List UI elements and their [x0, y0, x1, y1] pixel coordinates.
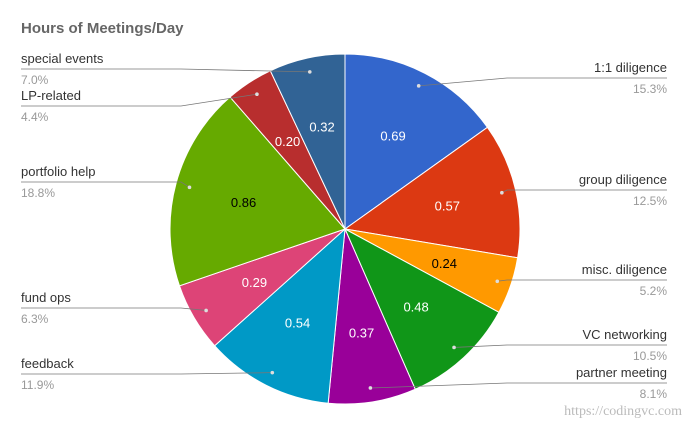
slice-value-label: 0.37	[349, 326, 374, 341]
slice-value-label: 0.24	[432, 256, 457, 271]
leader-dot-vc-networking	[452, 345, 456, 350]
leader-dot-1-1-diligence	[416, 84, 421, 88]
pie-slice-portfolio-help	[169, 96, 346, 287]
leader-dot-portfolio-help	[187, 185, 192, 190]
leader-line-lp-related	[21, 93, 258, 107]
leader-line-special-events	[21, 68, 310, 73]
legend-label-lp-related: LP-related	[21, 88, 81, 103]
leader-line-group-diligence	[501, 189, 667, 194]
legend-label-group-diligence: group diligence	[579, 172, 667, 187]
legend-percent-fund-ops: 6.3%	[21, 312, 49, 326]
leader-dot-lp-related	[255, 92, 259, 97]
slice-value-label: 0.20	[275, 134, 300, 149]
pie-slice-group-diligence	[343, 126, 521, 259]
legend-percent-misc-diligence: 5.2%	[640, 284, 668, 298]
leader-line-1-1-diligence	[418, 77, 667, 87]
legend-label-portfolio-help: portfolio help	[21, 164, 95, 179]
leader-line-misc-diligence	[497, 279, 667, 282]
slice-value-label: 0.57	[435, 198, 460, 213]
chart-title: Hours of Meetings/Day	[21, 20, 184, 37]
leader-dot-fund-ops	[204, 308, 208, 313]
leader-dot-special-events	[307, 70, 312, 74]
pie-slice-feedback	[213, 227, 346, 404]
slice-value-label: 0.69	[380, 129, 405, 144]
legend-percent-partner-meeting: 8.1%	[640, 387, 668, 401]
legend-percent-group-diligence: 12.5%	[633, 194, 667, 208]
legend-label-misc-diligence: misc. diligence	[582, 262, 667, 277]
leader-line-vc-networking	[454, 344, 667, 348]
watermark: https://codingvc.com	[564, 404, 682, 419]
legend-label-vc-networking: VC networking	[582, 327, 667, 342]
slice-value-label: 0.32	[309, 120, 334, 135]
slice-value-label: 0.29	[242, 275, 267, 290]
pie-slice-vc-networking	[343, 227, 500, 390]
leader-dot-partner-meeting	[368, 386, 373, 390]
legend-label-partner-meeting: partner meeting	[576, 365, 667, 380]
legend-percent-vc-networking: 10.5%	[633, 349, 667, 363]
leader-dot-feedback	[270, 370, 275, 375]
legend-label-special-events: special events	[21, 51, 104, 66]
legend-percent-portfolio-help: 18.8%	[21, 186, 55, 200]
slice-value-label: 0.48	[403, 299, 428, 314]
legend-label-fund-ops: fund ops	[21, 290, 71, 305]
legend-percent-1-1-diligence: 15.3%	[633, 82, 667, 96]
legend-percent-feedback: 11.9%	[21, 378, 54, 392]
leader-line-partner-meeting	[370, 382, 667, 389]
leader-dot-misc-diligence	[495, 279, 500, 284]
leader-line-fund-ops	[21, 307, 207, 311]
legend-percent-lp-related: 4.4%	[21, 110, 49, 124]
leader-line-feedback	[21, 372, 273, 375]
slice-value-label: 0.86	[231, 195, 256, 210]
pie-slice-partner-meeting	[327, 227, 416, 405]
leader-dot-group-diligence	[500, 190, 504, 195]
legend-label-feedback: feedback	[21, 356, 74, 371]
leader-line-portfolio-help	[21, 181, 190, 188]
legend-percent-special-events: 7.0%	[21, 73, 49, 87]
legend-label-1-1-diligence: 1:1 diligence	[594, 60, 667, 75]
pie-slice-1-1-diligence	[344, 53, 489, 230]
slice-value-label: 0.54	[285, 316, 310, 331]
